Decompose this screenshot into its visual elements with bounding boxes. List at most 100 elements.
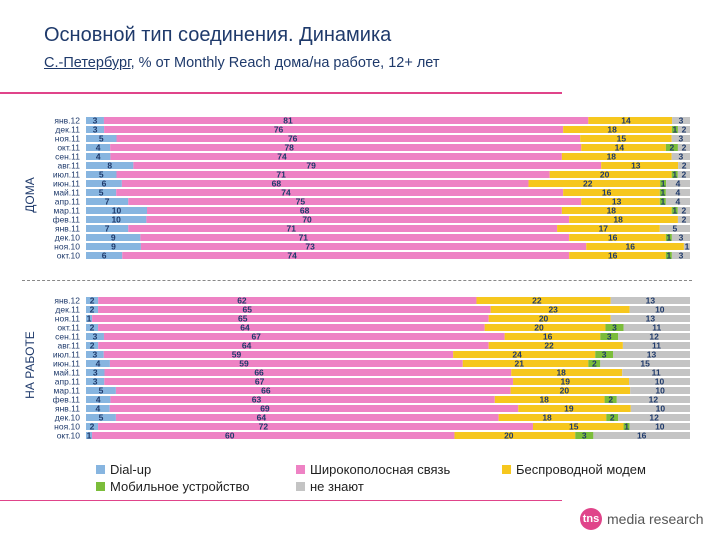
tick-label: май.11 <box>53 368 80 378</box>
bar-wireless <box>510 387 631 394</box>
data-label: 65 <box>243 305 253 315</box>
bar-broadband <box>98 297 477 304</box>
data-label: 64 <box>257 413 267 423</box>
legend-label-unknown: не знают <box>310 479 364 494</box>
bar-dialup <box>86 171 117 178</box>
data-label: 18 <box>556 368 566 378</box>
tick-label: дек.11 <box>55 125 80 135</box>
bar-broadband <box>128 198 582 205</box>
tick-label: фев.11 <box>53 395 81 405</box>
data-label: 19 <box>560 377 570 387</box>
bar-wireless <box>563 189 660 196</box>
bar-wireless <box>563 126 672 133</box>
bar-wireless <box>490 306 630 313</box>
bar-broadband <box>140 234 570 241</box>
data-label: 2 <box>90 296 95 306</box>
data-label: 16 <box>637 431 647 441</box>
data-label: 63 <box>252 395 262 405</box>
data-label: 3 <box>679 116 684 126</box>
bar-wireless <box>494 396 605 403</box>
legend-item-mobile: Мобильное устройство <box>96 479 250 494</box>
bar-broadband <box>103 351 454 358</box>
data-label: 22 <box>583 179 593 189</box>
data-label: 1 <box>672 170 677 180</box>
data-label: 3 <box>678 134 683 144</box>
bar-unknown <box>630 387 690 394</box>
bar-wireless <box>498 414 607 421</box>
bar-mobile <box>659 189 666 196</box>
data-label: 18 <box>613 215 623 225</box>
bar-unknown <box>677 216 690 223</box>
data-label: 13 <box>646 314 656 324</box>
data-label: 1 <box>685 242 690 252</box>
bar-wireless <box>561 153 672 160</box>
tick-label: мар.11 <box>54 386 81 396</box>
data-label: 1 <box>666 251 671 261</box>
tick-label: окт.11 <box>57 323 80 333</box>
bar-wireless <box>484 324 606 331</box>
bar-unknown <box>665 198 690 205</box>
data-label: 78 <box>284 143 294 153</box>
data-label: 10 <box>111 215 121 225</box>
data-label: 15 <box>569 422 579 432</box>
data-label: 62 <box>237 296 247 306</box>
data-label: 16 <box>608 233 618 243</box>
tick-label: дек.10 <box>55 413 80 423</box>
data-label: 71 <box>287 224 297 234</box>
data-label: 1 <box>624 422 629 432</box>
data-label: 9 <box>111 242 116 252</box>
bar-broadband <box>140 243 587 250</box>
bar-dialup <box>86 180 122 187</box>
bar-dialup <box>86 207 148 214</box>
tick-label: апр.11 <box>55 377 81 387</box>
bar-broadband <box>121 180 529 187</box>
bar-wireless <box>528 180 661 187</box>
bar-dialup <box>86 342 99 349</box>
data-label: 11 <box>652 341 661 351</box>
data-label: 5 <box>99 386 104 396</box>
data-label: 12 <box>649 395 659 405</box>
legend-label-dialup: Dial-up <box>110 462 152 477</box>
data-label: 64 <box>242 341 252 351</box>
data-label: 65 <box>238 314 248 324</box>
data-label: 4 <box>95 404 100 414</box>
tick-label: авг.11 <box>58 341 81 351</box>
data-label: 12 <box>649 413 659 423</box>
bar-dialup <box>86 396 111 403</box>
data-label: 14 <box>621 116 631 126</box>
bar-wireless <box>453 351 596 358</box>
tick-label: мар.11 <box>54 206 81 216</box>
data-label: 5 <box>99 188 104 198</box>
bar-unknown <box>618 414 690 421</box>
tick-label: янв.11 <box>55 224 80 234</box>
data-label: 3 <box>93 125 98 135</box>
bar-wireless <box>488 342 623 349</box>
data-label: 18 <box>607 152 617 162</box>
data-label: 15 <box>617 134 627 144</box>
data-label: 10 <box>655 386 665 396</box>
bar-unknown <box>671 153 690 160</box>
data-label: 18 <box>607 206 617 216</box>
data-label: 3 <box>612 323 617 333</box>
legend-swatch-wireless <box>502 465 511 474</box>
bar-wireless <box>601 162 679 169</box>
bar-unknown <box>600 360 690 367</box>
bar-mobile <box>665 234 672 241</box>
data-label: 21 <box>515 359 525 369</box>
subtitle-rest: , % от Monthly Reach дома/на работе, 12+… <box>130 55 440 71</box>
bar-unknown <box>678 162 690 169</box>
bar-unknown <box>613 351 690 358</box>
data-label: 68 <box>300 206 310 216</box>
bar-unknown <box>622 342 690 349</box>
tick-label: ноя.11 <box>55 314 80 324</box>
data-label: 3 <box>93 332 98 342</box>
bar-dialup <box>86 432 93 439</box>
data-label: 1 <box>673 125 678 135</box>
legend-item-wireless: Беспроводной модем <box>502 462 646 477</box>
tick-label: июл.11 <box>53 350 80 360</box>
logo-text: media research <box>607 511 704 527</box>
data-label: 10 <box>656 404 666 414</box>
data-label: 3 <box>679 233 684 243</box>
bar-wireless <box>532 423 624 430</box>
